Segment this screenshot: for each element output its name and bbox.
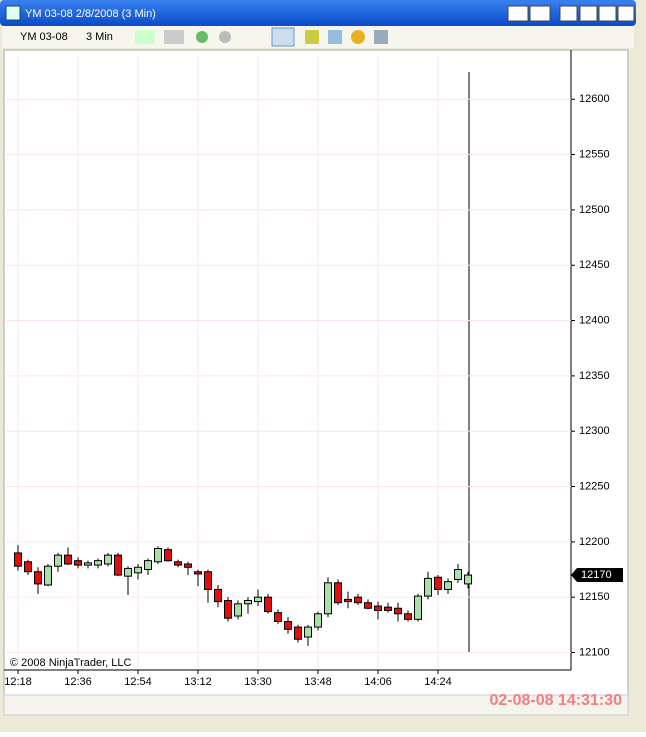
app-icon: [5, 5, 21, 21]
x-tick-label: 12:36: [64, 676, 92, 688]
x-tick-label: 13:30: [244, 676, 272, 688]
y-tick-label: 12350: [579, 370, 610, 382]
y-tick-label: 12150: [579, 591, 610, 603]
x-tick-label: 14:24: [424, 676, 452, 688]
title-bar: [0, 0, 636, 26]
candle-body: [344, 598, 352, 603]
y-tick-label: 12600: [579, 93, 610, 105]
last-price-label: 12170: [581, 569, 612, 581]
y-tick-label: 12550: [579, 148, 610, 160]
candle-body: [314, 613, 322, 628]
candle-body: [384, 606, 392, 611]
candle-body: [254, 596, 262, 603]
candle-body: [154, 547, 162, 563]
candle-body: [174, 561, 182, 566]
candle-body: [84, 562, 92, 566]
candle-body: [54, 554, 62, 567]
toolbar-icons[interactable]: [135, 27, 388, 47]
candle-body: [44, 565, 52, 586]
candle-body: [114, 554, 122, 576]
candle-body: [274, 612, 282, 623]
candle-body: [144, 560, 152, 571]
candle-body: [374, 605, 382, 611]
candle-body: [444, 581, 452, 590]
candle-body: [94, 560, 102, 566]
candle-body: [324, 582, 332, 615]
candle-body: [404, 613, 412, 620]
copyright: © 2008 NinjaTrader, LLC: [10, 657, 131, 669]
candle-body: [124, 567, 132, 577]
candle-body: [434, 576, 442, 590]
title-buttons[interactable]: [507, 5, 635, 22]
candle-body: [74, 560, 82, 566]
candle-body: [194, 571, 202, 575]
candle-body: [294, 626, 302, 640]
candle-body: [164, 549, 172, 562]
x-tick-label: 13:48: [304, 676, 332, 688]
candle-body: [104, 554, 112, 565]
candle-body: [244, 600, 252, 605]
candle-body: [284, 621, 292, 630]
candle-body: [214, 588, 222, 603]
candle-body: [234, 603, 242, 617]
window-title: YM 03-08 2/8/2008 (3 Min): [25, 8, 156, 20]
interval-selector[interactable]: 3 Min: [86, 31, 113, 43]
x-tick-label: 12:18: [4, 676, 32, 688]
scrollbar[interactable]: [3, 694, 629, 716]
x-tick-label: 12:54: [124, 676, 152, 688]
instrument-selector[interactable]: YM 03-08: [20, 31, 68, 43]
candle-body: [24, 561, 32, 573]
candle-body: [264, 596, 272, 613]
candle-body: [134, 566, 142, 574]
candle-body: [354, 596, 362, 604]
candle-body: [34, 571, 42, 585]
candle-body: [14, 552, 22, 567]
y-tick-label: 12450: [579, 259, 610, 271]
candle-body: [204, 571, 212, 590]
candle-body: [64, 554, 72, 565]
y-tick-label: 12300: [579, 425, 610, 437]
chart-panel: [3, 49, 629, 696]
candle-body: [454, 569, 462, 580]
candle-body: [224, 600, 232, 619]
last-price-tag: [571, 568, 623, 583]
y-tick-label: 12200: [579, 536, 610, 548]
candle-body: [304, 626, 312, 638]
candle-body: [424, 577, 432, 597]
timestamp: 02-08-08 14:31:30: [489, 692, 622, 709]
y-tick-label: 12250: [579, 480, 610, 492]
candle-body: [364, 602, 372, 609]
y-tick-label: 12400: [579, 314, 610, 326]
candle-body: [414, 595, 422, 620]
candle-body: [394, 607, 402, 615]
y-tick-label: 12100: [579, 646, 610, 658]
y-tick-label: 12500: [579, 204, 610, 216]
x-tick-label: 14:06: [364, 676, 392, 688]
candle-body: [464, 574, 472, 585]
candle-body: [184, 563, 192, 568]
x-tick-label: 13:12: [184, 676, 212, 688]
candle-body: [334, 582, 342, 604]
